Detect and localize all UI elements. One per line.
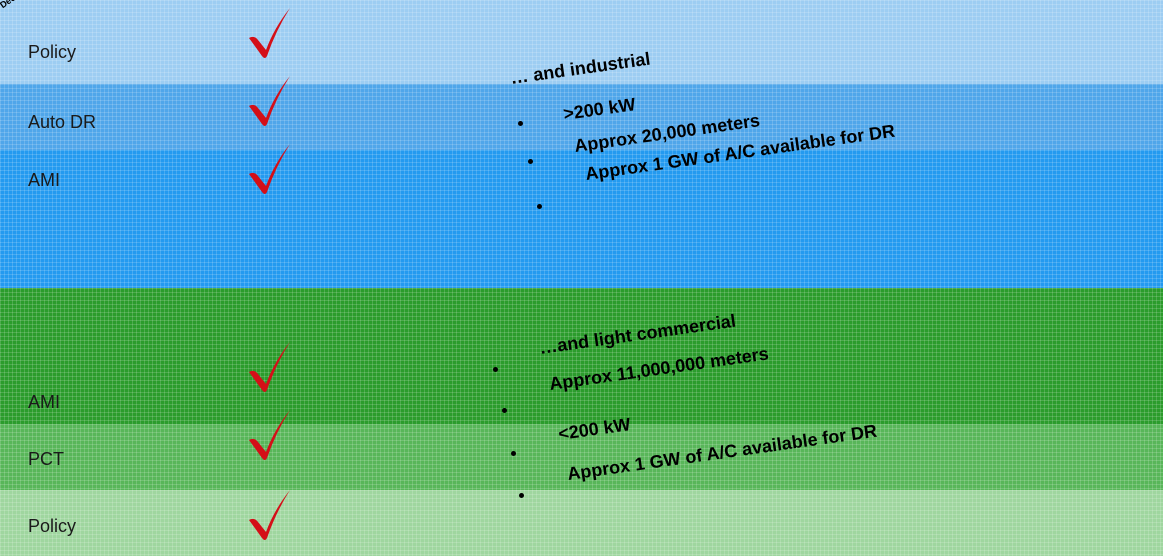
bullet-icon (493, 367, 498, 372)
row-label-auto-dr: Auto DR (28, 112, 97, 132)
bullet-icon (518, 121, 523, 126)
band-bottom-mid (0, 424, 1163, 490)
bullet-icon (519, 493, 524, 498)
band-top-mid (0, 84, 1163, 150)
row-label-policy-bottom: Policy (28, 516, 77, 536)
bullet-icon (528, 159, 533, 164)
check-icon (249, 410, 290, 460)
bullet-icon (511, 451, 516, 456)
check-icon (249, 8, 290, 58)
check-icon (249, 144, 290, 194)
check-icon (249, 342, 290, 392)
row-label-ami-top: AMI (28, 170, 61, 190)
check-icon (249, 490, 290, 540)
check-icon (249, 76, 290, 126)
band-top-light (0, 0, 1163, 84)
row-label-ami-bottom: AMI (28, 392, 61, 412)
bullet-icon (502, 408, 507, 413)
row-label-policy-top: Policy (28, 42, 77, 62)
band-top-dark (0, 150, 1163, 288)
band-bottom-dark (0, 288, 1163, 424)
bullet-icon (537, 204, 542, 209)
row-label-pct: PCT (28, 449, 64, 469)
band-bottom-light (0, 490, 1163, 556)
